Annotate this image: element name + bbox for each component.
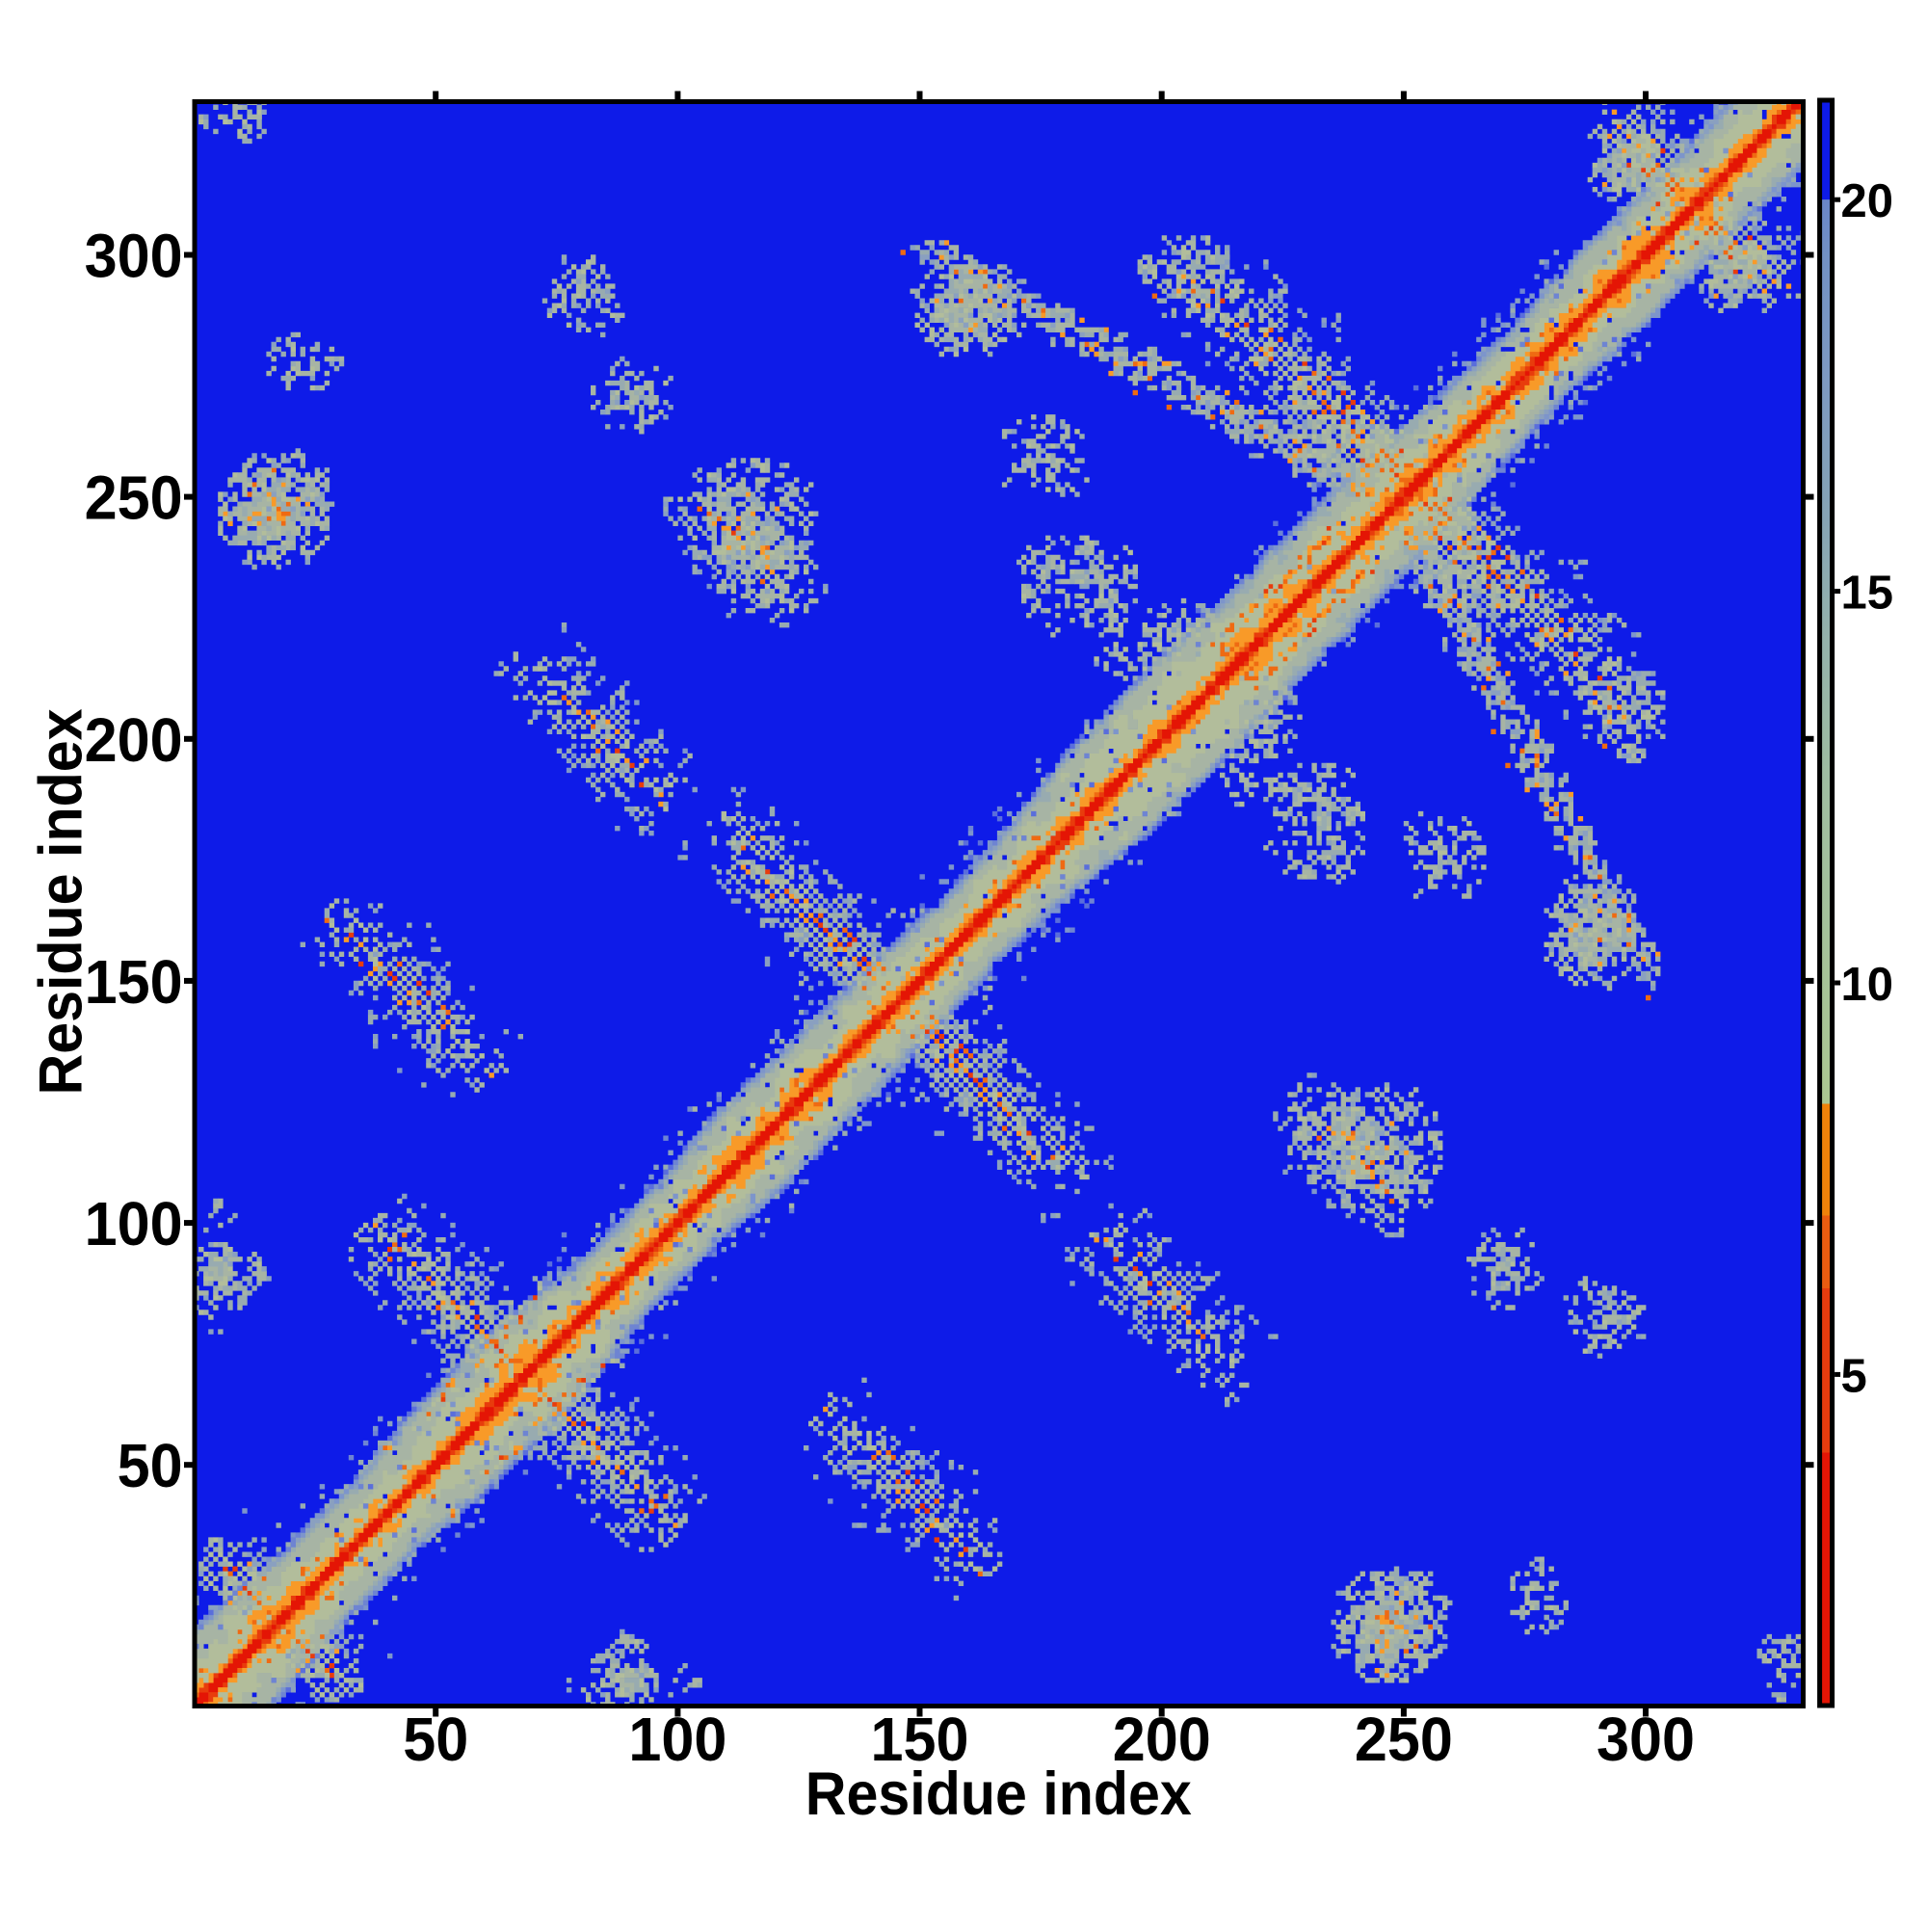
svg-text:Residue index: Residue index bbox=[28, 709, 95, 1096]
svg-text:50: 50 bbox=[118, 1431, 183, 1500]
svg-text:200: 200 bbox=[1113, 1705, 1211, 1774]
svg-text:150: 150 bbox=[85, 947, 183, 1017]
svg-text:100: 100 bbox=[628, 1705, 726, 1774]
svg-text:250: 250 bbox=[1355, 1705, 1453, 1774]
svg-text:100: 100 bbox=[85, 1189, 183, 1258]
svg-text:20: 20 bbox=[1841, 175, 1894, 227]
svg-text:150: 150 bbox=[871, 1705, 969, 1774]
svg-text:300: 300 bbox=[1597, 1705, 1695, 1774]
svg-text:10: 10 bbox=[1841, 959, 1894, 1011]
svg-text:15: 15 bbox=[1841, 568, 1894, 620]
svg-text:5: 5 bbox=[1841, 1350, 1867, 1402]
svg-text:250: 250 bbox=[85, 463, 183, 533]
svg-text:300: 300 bbox=[85, 222, 183, 291]
svg-text:200: 200 bbox=[85, 705, 183, 775]
svg-text:Residue index: Residue index bbox=[805, 1760, 1192, 1828]
svg-text:50: 50 bbox=[403, 1705, 468, 1774]
